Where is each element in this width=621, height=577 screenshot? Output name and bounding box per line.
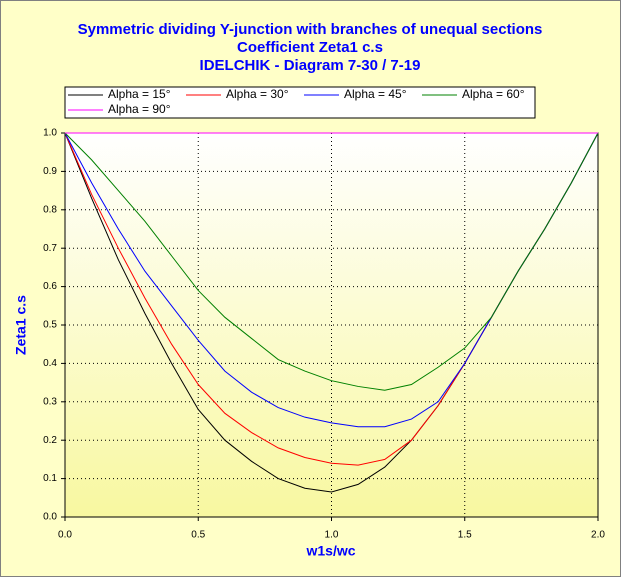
- y-tick-label: 0.0: [43, 512, 57, 523]
- legend-label: Alpha = 30°: [226, 87, 289, 101]
- y-tick-label: 0.5: [43, 320, 57, 331]
- x-tick-label: 2.0: [591, 530, 605, 541]
- y-tick-label: 0.1: [43, 473, 57, 484]
- series-line: [64, 132, 599, 391]
- x-axis-label: w1s/wc: [305, 543, 355, 559]
- x-tick-label: 1.0: [325, 530, 339, 541]
- y-tick-label: 0.4: [43, 358, 57, 369]
- legend-label: Alpha = 60°: [462, 87, 525, 101]
- x-tick-label: 0.0: [58, 530, 72, 541]
- chart-title: IDELCHIK - Diagram 7-30 / 7-19: [200, 57, 421, 74]
- legend-label: Alpha = 15°: [108, 87, 171, 101]
- legend-label: Alpha = 45°: [344, 87, 407, 101]
- y-tick-label: 0.2: [43, 435, 57, 446]
- y-tick-label: 0.9: [43, 166, 57, 177]
- y-tick-label: 1.0: [43, 128, 57, 139]
- y-tick-label: 0.6: [43, 281, 57, 292]
- legend: [64, 86, 536, 119]
- y-tick-label: 0.7: [43, 243, 57, 254]
- x-tick-label: 0.5: [191, 530, 205, 541]
- x-tick-label: 1.5: [458, 530, 472, 541]
- legend-label: Alpha = 90°: [108, 102, 171, 116]
- y-tick-label: 0.8: [43, 204, 57, 215]
- chart-title: Coefficient Zeta1 c.s: [237, 39, 383, 56]
- chart-title: Symmetric dividing Y-junction with branc…: [78, 21, 543, 38]
- y-tick-label: 0.3: [43, 396, 57, 407]
- y-axis-label: Zeta1 c.s: [13, 295, 29, 355]
